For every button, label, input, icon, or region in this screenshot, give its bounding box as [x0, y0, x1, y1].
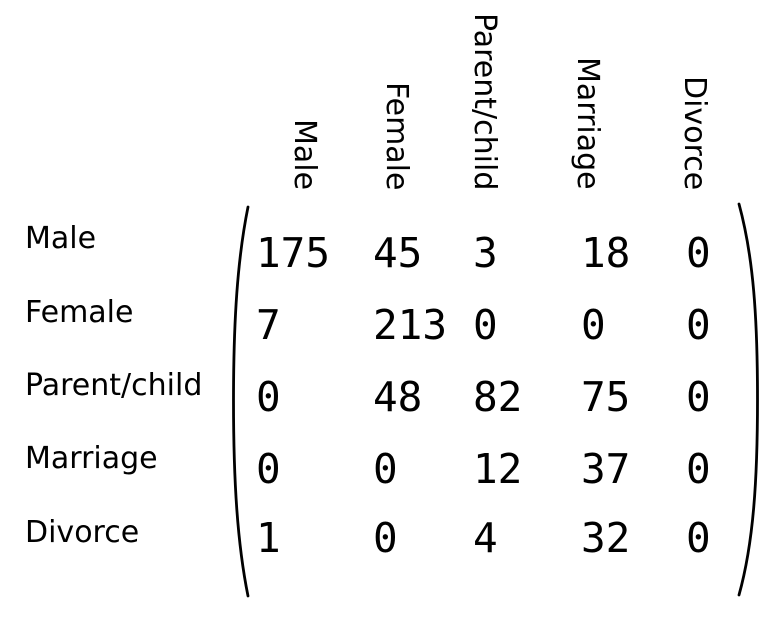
- right-parenthesis: [737, 202, 759, 597]
- row-label-divorce: Divorce: [25, 515, 140, 550]
- matrix-cell: 12: [473, 445, 523, 493]
- matrix-cell: 0: [686, 301, 711, 349]
- left-parenthesis: [232, 205, 250, 598]
- matrix-cell: 0: [686, 514, 711, 562]
- matrix-row: 0 0 12 37 0: [0, 448, 774, 490]
- row-label-marriage: Marriage: [25, 441, 158, 476]
- matrix-cell: 45: [373, 229, 423, 277]
- matrix-cell: 48: [373, 373, 423, 421]
- matrix-cell: 0: [581, 301, 606, 349]
- matrix-cell: 213: [373, 301, 448, 349]
- matrix-row: 1 0 4 32 0: [0, 517, 774, 559]
- matrix-cell: 18: [581, 229, 631, 277]
- matrix-cell: 7: [256, 301, 281, 349]
- column-label-male: Male: [287, 118, 322, 190]
- matrix-row: 7 213 0 0 0: [0, 304, 774, 346]
- matrix-cell: 82: [473, 373, 523, 421]
- matrix-cell: 0: [256, 373, 281, 421]
- matrix-cell: 0: [373, 445, 398, 493]
- matrix-cell: 3: [473, 229, 498, 277]
- row-label-male: Male: [25, 221, 97, 256]
- matrix-cell: 0: [686, 445, 711, 493]
- matrix-cell: 32: [581, 514, 631, 562]
- column-label-marriage: Marriage: [570, 57, 605, 190]
- column-label-female: Female: [379, 81, 414, 190]
- matrix-cell: 37: [581, 445, 631, 493]
- matrix-cell: 175: [256, 229, 331, 277]
- column-label-parent-child: Parent/child: [467, 12, 502, 190]
- matrix-cell: 0: [373, 514, 398, 562]
- matrix-cell: 0: [473, 301, 498, 349]
- matrix-cell: 75: [581, 373, 631, 421]
- matrix-cell: 0: [256, 445, 281, 493]
- column-label-divorce: Divorce: [677, 75, 712, 190]
- row-label-female: Female: [25, 295, 134, 330]
- matrix-cell: 0: [686, 373, 711, 421]
- matrix-cell: 0: [686, 229, 711, 277]
- matrix-cell: 1: [256, 514, 281, 562]
- row-label-parent-child: Parent/child: [25, 368, 203, 403]
- matrix-cell: 4: [473, 514, 498, 562]
- matrix-row: 0 48 82 75 0: [0, 376, 774, 418]
- matrix-row: 175 45 3 18 0: [0, 232, 774, 274]
